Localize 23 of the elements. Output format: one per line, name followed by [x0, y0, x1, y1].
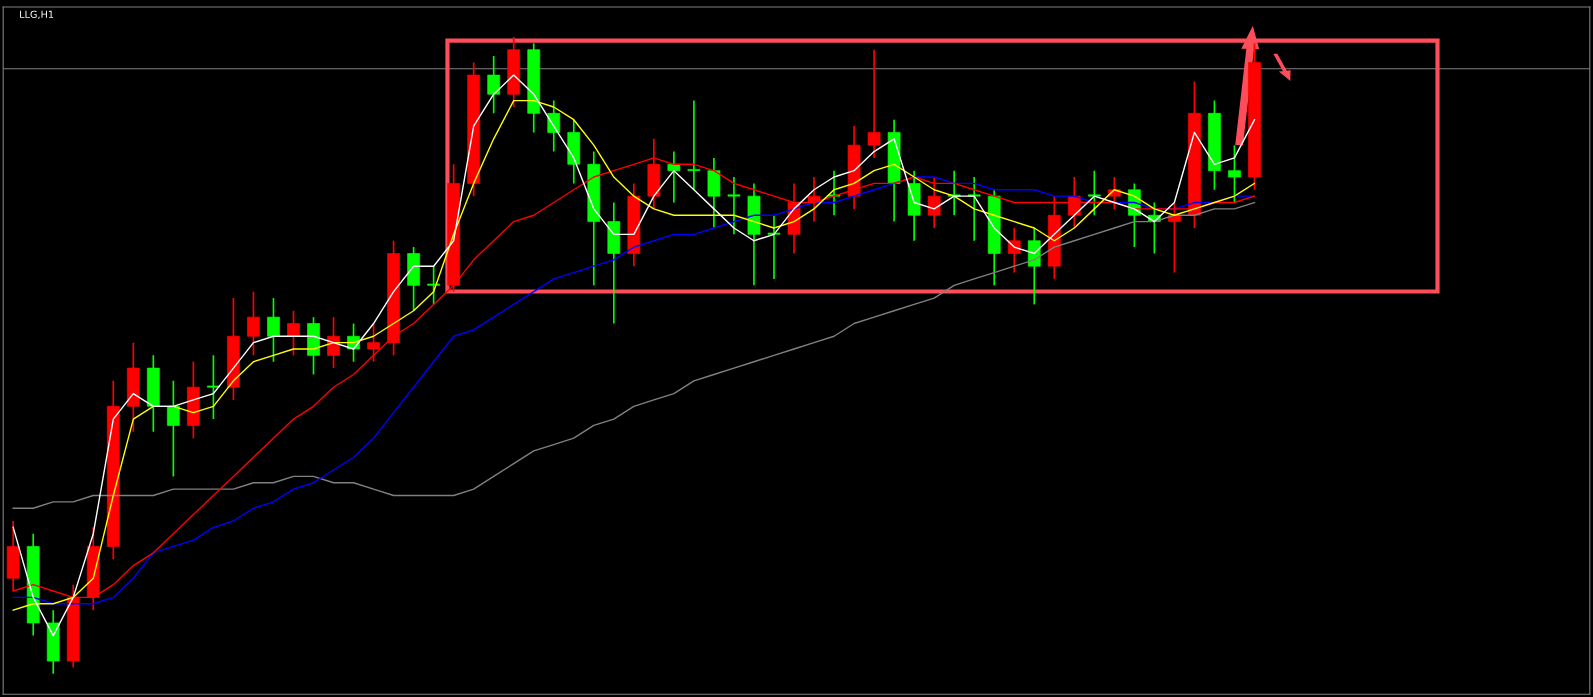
candlestick — [727, 176, 741, 236]
candlestick — [167, 380, 180, 478]
candlestick — [1228, 144, 1241, 204]
candlestick — [687, 99, 701, 191]
candlestick — [667, 150, 681, 204]
candlestick — [767, 214, 781, 280]
candlestick — [207, 354, 220, 420]
candlestick — [827, 169, 841, 217]
candlestick — [547, 99, 561, 153]
chart-title: LLG,H1 — [20, 10, 54, 19]
candlestick — [327, 316, 340, 369]
candlestick — [967, 176, 981, 242]
candlestick — [267, 297, 280, 363]
candlestick — [867, 48, 881, 159]
candlestick — [927, 176, 941, 229]
candlestick — [367, 322, 380, 363]
candlestick — [247, 290, 260, 357]
candlestick — [807, 176, 821, 223]
candlestick — [287, 309, 300, 357]
candlestick — [487, 55, 501, 115]
candlestick — [1007, 227, 1021, 274]
candlestick — [427, 265, 440, 306]
candlestick — [1087, 169, 1101, 217]
